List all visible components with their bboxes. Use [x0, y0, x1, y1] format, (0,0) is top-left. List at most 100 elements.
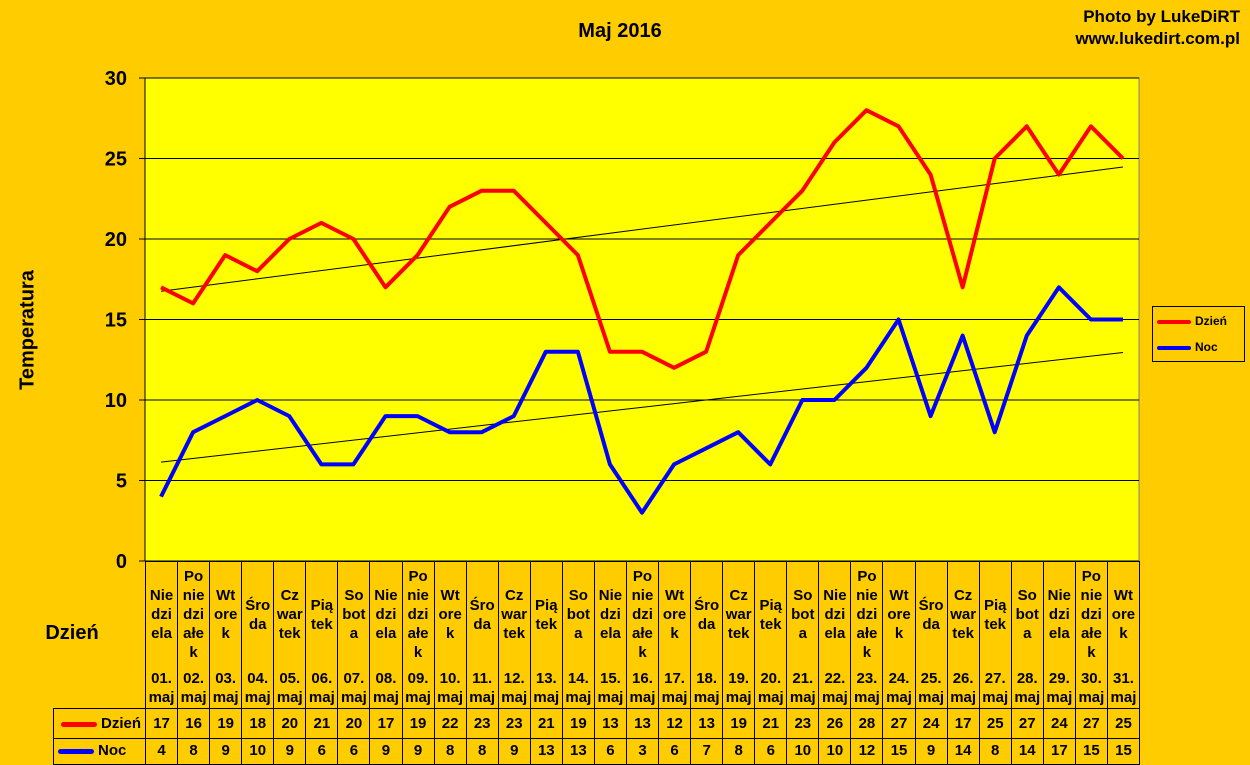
x-tick-label: 21. maj: [786, 669, 819, 708]
legend-swatch-noc: [58, 749, 94, 754]
day-name-label: Cz war tek: [947, 563, 980, 666]
day-name-label: Cz war tek: [722, 563, 755, 666]
y-tick-label: 15: [105, 310, 127, 332]
day-name-label: Wt ore k: [658, 563, 691, 666]
day-name-label: Nie dzi ela: [369, 563, 402, 666]
day-name-label: So bot a: [786, 563, 819, 666]
y-tick-label: 10: [105, 390, 127, 412]
table-value-dzien: 27: [1011, 708, 1044, 739]
table-value-dzien: 13: [594, 708, 627, 739]
table-value-dzien: 26: [818, 708, 851, 739]
table-value-dzien: 19: [209, 708, 242, 739]
table-value-dzien: 27: [882, 708, 915, 739]
table-value-dzien: 13: [626, 708, 659, 739]
legend-item-noc: Noc: [1153, 335, 1244, 359]
credit-line-1: Photo by LukeDiRT: [1075, 6, 1240, 28]
x-tick-label: 19. maj: [722, 669, 755, 708]
table-value-dzien: 20: [273, 708, 306, 739]
x-tick-label: 05. maj: [273, 669, 306, 708]
table-value-dzien: 19: [562, 708, 595, 739]
day-name-label: Wt ore k: [1107, 563, 1140, 666]
table-value-dzien: 27: [1075, 708, 1108, 739]
x-tick-label: 14. maj: [562, 669, 595, 708]
day-name-label: Pią tek: [305, 563, 338, 666]
table-value-dzien: 25: [979, 708, 1012, 739]
x-tick-label: 15. maj: [594, 669, 627, 708]
credit-watermark: Photo by LukeDiRT www.lukedirt.com.pl: [1075, 6, 1240, 50]
x-tick-label: 13. maj: [530, 669, 563, 708]
legend-swatch-dzien: [61, 722, 97, 727]
x-tick-label: 25. maj: [915, 669, 948, 708]
table-value-dzien: 23: [466, 708, 499, 739]
table-legend-dzien: Dzień: [53, 708, 146, 739]
x-tick-label: 30. maj: [1075, 669, 1108, 708]
table-value-dzien: 18: [241, 708, 274, 739]
day-name-label: So bot a: [562, 563, 595, 666]
day-name-label: Nie dzi ela: [1043, 563, 1076, 666]
day-name-label: Cz war tek: [498, 563, 531, 666]
table-value-dzien: 24: [915, 708, 948, 739]
table-value-dzien: 19: [402, 708, 435, 739]
x-tick-label: 03. maj: [209, 669, 242, 708]
x-tick-label: 16. maj: [626, 669, 659, 708]
x-tick-label: 02. maj: [177, 669, 210, 708]
day-name-label: Pią tek: [530, 563, 563, 666]
y-tick-label: 30: [105, 68, 127, 90]
x-tick-label: 10. maj: [434, 669, 467, 708]
day-name-label: Śro da: [915, 563, 948, 666]
x-tick-label: 09. maj: [402, 669, 435, 708]
day-name-label: Po nie dzi ałe k: [1075, 563, 1108, 666]
day-name-label: Cz war tek: [273, 563, 306, 666]
day-name-label: Śro da: [466, 563, 499, 666]
day-name-label: Pią tek: [754, 563, 787, 666]
day-name-label: Śro da: [690, 563, 723, 666]
x-tick-label: 04. maj: [241, 669, 274, 708]
table-value-dzien: 21: [305, 708, 338, 739]
x-tick-label: 26. maj: [947, 669, 980, 708]
day-name-label: So bot a: [1011, 563, 1044, 666]
x-tick-label: 08. maj: [369, 669, 402, 708]
y-tick-label: 25: [105, 149, 127, 171]
table-value-dzien: 25: [1107, 708, 1140, 739]
table-value-dzien: 22: [434, 708, 467, 739]
legend-label: Dzień: [101, 715, 141, 732]
x-tick-label: 18. maj: [690, 669, 723, 708]
table-value-dzien: 28: [850, 708, 883, 739]
x-tick-label: 11. maj: [466, 669, 499, 708]
legend-swatch-noc: [1157, 346, 1191, 350]
legend-swatch-dzien: [1157, 320, 1191, 324]
day-name-label: Po nie dzi ałe k: [177, 563, 210, 666]
table-value-dzien: 17: [947, 708, 980, 739]
table-value-dzien: 12: [658, 708, 691, 739]
x-tick-label: 27. maj: [979, 669, 1012, 708]
x-tick-label: 20. maj: [754, 669, 787, 708]
x-tick-label: 06. maj: [305, 669, 338, 708]
legend-label: Noc: [1195, 340, 1218, 354]
day-name-label: Wt ore k: [209, 563, 242, 666]
legend-label: Noc: [98, 742, 126, 759]
day-name-label: So bot a: [337, 563, 370, 666]
y-tick-label: 0: [116, 551, 127, 573]
day-name-label: Nie dzi ela: [145, 563, 178, 666]
day-name-label: Śro da: [241, 563, 274, 666]
y-tick-label: 5: [116, 471, 127, 493]
day-name-label: Pią tek: [979, 563, 1012, 666]
day-name-label: Wt ore k: [882, 563, 915, 666]
table-value-dzien: 19: [722, 708, 755, 739]
x-tick-label: 07. maj: [337, 669, 370, 708]
day-name-label: Wt ore k: [434, 563, 467, 666]
table-value-dzien: 17: [369, 708, 402, 739]
credit-line-2: www.lukedirt.com.pl: [1075, 28, 1240, 50]
x-tick-label: 23. maj: [850, 669, 883, 708]
x-tick-label: 01. maj: [145, 669, 178, 708]
table-value-dzien: 23: [786, 708, 819, 739]
x-tick-label: 12. maj: [498, 669, 531, 708]
table-value-dzien: 21: [530, 708, 563, 739]
x-axis-label: Dzień: [45, 622, 98, 645]
table-value-dzien: 24: [1043, 708, 1076, 739]
legend-item-dzien: Dzień: [1153, 309, 1244, 333]
table-value-dzien: 20: [337, 708, 370, 739]
table-value-dzien: 21: [754, 708, 787, 739]
day-name-label: Po nie dzi ałe k: [626, 563, 659, 666]
table-value-dzien: 13: [690, 708, 723, 739]
